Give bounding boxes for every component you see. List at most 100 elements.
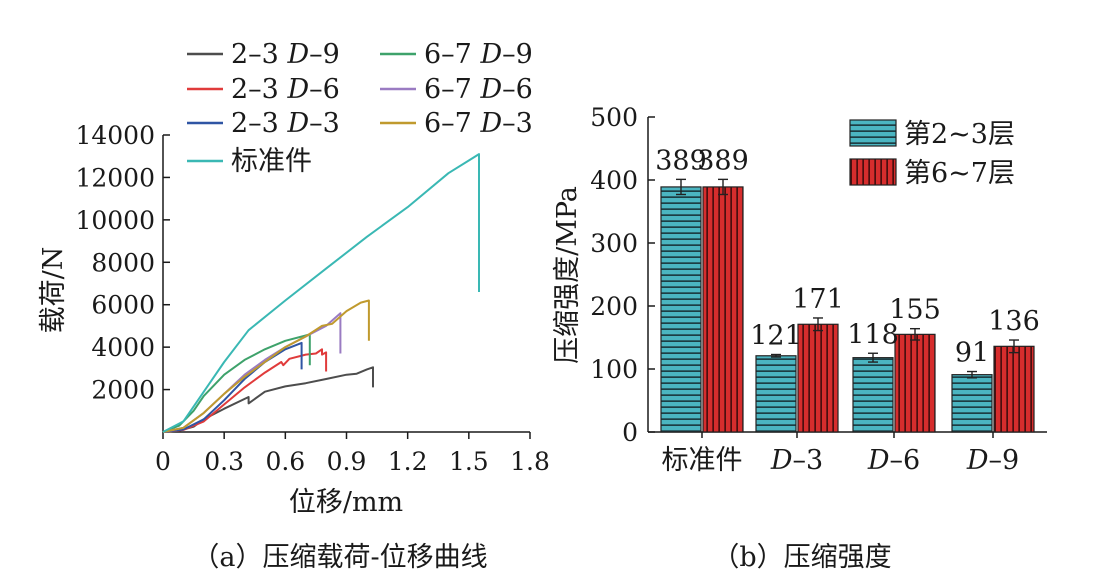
bar	[702, 186, 744, 433]
legend-swatch	[849, 119, 897, 147]
y-tick-labels: 2000 4000 6000 8000 10000 12000 14000	[75, 121, 155, 405]
legend: 2–3 D–92–3 D–62–3 D–36–7 D–96–7 D–66–7 D…	[187, 39, 533, 177]
y-tick-label: 12000	[75, 163, 155, 192]
y-tick-label: 100	[590, 355, 638, 384]
x-tick-label: D–6	[867, 445, 920, 476]
legend-label: 6–7 D–9	[424, 39, 533, 70]
x-tick-label-letter: D	[770, 445, 793, 476]
x-tick-label: 0.6	[265, 447, 305, 476]
legend-label-suffix: –3	[502, 108, 533, 139]
y-tick-label: 300	[590, 229, 638, 258]
bar	[797, 323, 839, 433]
y-tick-label: 10000	[75, 206, 155, 235]
x-tick-label-letter: D	[966, 445, 989, 476]
caption-a: （a）压缩载荷-位移曲线	[192, 542, 487, 573]
legend-label-text: 6–7	[424, 39, 480, 70]
legend-label-letter: D	[286, 108, 309, 139]
tick-marks	[162, 134, 531, 439]
bar	[852, 357, 894, 433]
legend-label-suffix: –9	[502, 39, 533, 70]
x-tick-label: 0.3	[204, 447, 244, 476]
y-axis-label: 载荷/N	[38, 247, 69, 334]
y-axis-label: 压缩强度/MPa	[552, 186, 583, 364]
legend-swatch	[849, 158, 897, 186]
legend-label: 第6~7层	[904, 158, 1015, 189]
bar	[755, 355, 797, 433]
y-tick-label: 14000	[75, 121, 155, 150]
y-tick-label: 0	[622, 418, 638, 447]
x-tick-labels: 0 0.3 0.6 0.9 1.2 1.5 1.8	[155, 447, 550, 476]
x-tick-label-suffix: –3	[792, 445, 823, 476]
y-tick-label: 8000	[91, 248, 155, 277]
data-label: 91	[955, 338, 989, 369]
legend-label-text: 2–3	[231, 39, 287, 70]
x-tick-label: 0	[155, 447, 171, 476]
legend-label-suffix: –6	[309, 74, 340, 105]
y-tick-label: 4000	[91, 333, 155, 362]
x-tick-label-suffix: –9	[988, 445, 1019, 476]
x-axis-label: 位移/mm	[289, 487, 403, 518]
data-label: 171	[792, 284, 844, 315]
x-tick-labels: 标准件 D–3 D–6 D–9	[662, 445, 1020, 476]
data-label: 389	[655, 145, 707, 176]
x-tick-label-suffix: –6	[889, 445, 920, 476]
x-tick-label: 标准件	[662, 445, 743, 476]
data-label: 389	[697, 145, 749, 176]
legend-label: 标准件	[231, 146, 312, 177]
series-line	[162, 153, 480, 433]
legend-label-text: 6–7	[424, 108, 480, 139]
series-line	[162, 348, 328, 433]
y-tick-label: 400	[590, 166, 638, 195]
x-tick-label: 1.5	[449, 447, 489, 476]
error-bars	[676, 178, 1019, 379]
load-displacement-chart: 0 0.3 0.6 0.9 1.2 1.5 1.8 2000 4000 6000 8000 1000…	[38, 39, 550, 573]
x-tick-label: D–9	[966, 445, 1019, 476]
legend-label: 2–3 D–3	[231, 108, 340, 139]
legend-label: 6–7 D–6	[424, 74, 533, 105]
legend-label-letter: D	[286, 74, 309, 105]
bar	[993, 345, 1035, 433]
x-tick-label: 1.8	[510, 447, 550, 476]
legend-label-text: 2–3	[231, 74, 287, 105]
legend-label-letter: D	[479, 39, 502, 70]
data-label: 155	[889, 295, 941, 326]
legend-label-text: 标准件	[231, 146, 312, 177]
x-tick-label-letter: D	[867, 445, 890, 476]
bars	[660, 186, 1035, 433]
legend-label-letter: D	[479, 74, 502, 105]
legend-label-suffix: –3	[309, 108, 340, 139]
data-label: 118	[847, 319, 899, 350]
legend-label-letter: D	[479, 108, 502, 139]
legend-label-suffix: –6	[502, 74, 533, 105]
y-tick-label: 2000	[91, 376, 155, 405]
y-tick-label: 200	[590, 292, 638, 321]
y-tick-label: 6000	[91, 291, 155, 320]
series-lines	[162, 153, 480, 433]
series-line	[162, 366, 374, 433]
legend-label-text: 2–3	[231, 108, 287, 139]
series-line	[162, 299, 370, 433]
y-tick-label: 500	[590, 103, 638, 132]
x-tick-label: D–3	[770, 445, 823, 476]
caption-b: （b）压缩强度	[712, 542, 891, 573]
data-label: 136	[988, 306, 1040, 337]
series-line	[162, 341, 303, 433]
bar	[894, 333, 936, 433]
legend-label-suffix: –9	[309, 39, 340, 70]
x-tick-label: 0.9	[327, 447, 367, 476]
legend-label: 第2~3层	[904, 119, 1015, 150]
tick-marks	[648, 116, 994, 438]
bar	[951, 374, 993, 433]
x-tick-label: 1.2	[388, 447, 428, 476]
data-label: 121	[750, 321, 802, 352]
bar	[660, 186, 702, 433]
legend-label: 6–7 D–3	[424, 108, 533, 139]
legend-label: 2–3 D–9	[231, 39, 340, 70]
legend-label-text: 6–7	[424, 74, 480, 105]
y-tick-labels: 0 100 200 300 400 500	[590, 103, 638, 447]
legend-label-letter: D	[286, 39, 309, 70]
